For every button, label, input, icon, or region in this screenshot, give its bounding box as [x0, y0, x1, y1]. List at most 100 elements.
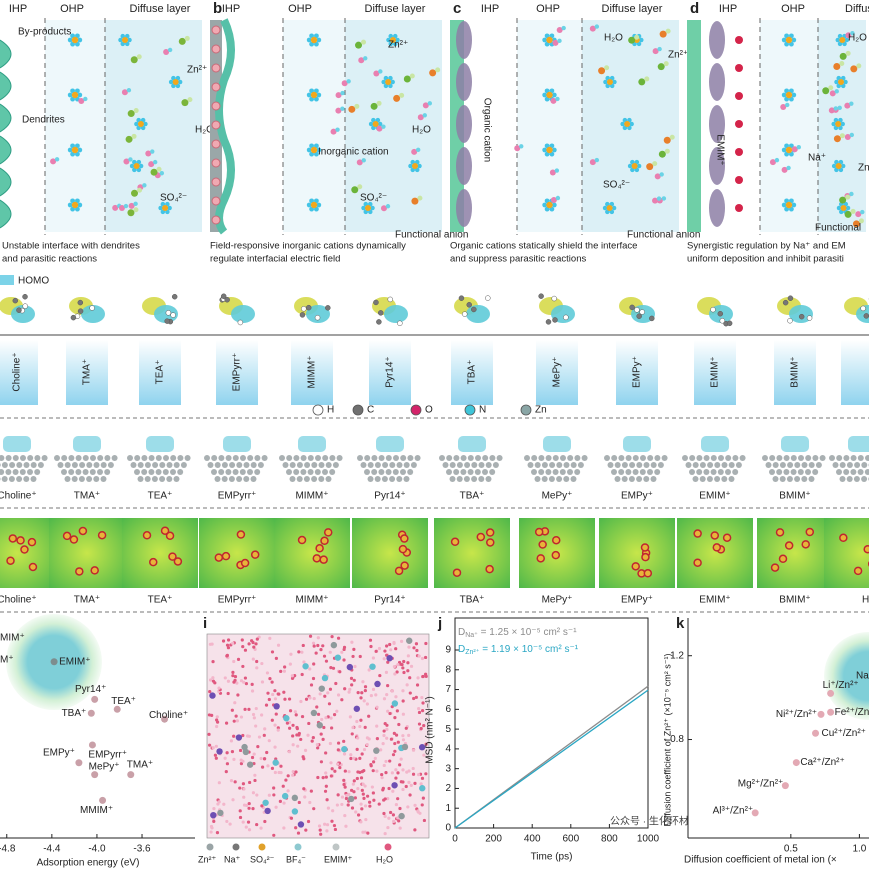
water-molecule — [401, 712, 405, 716]
zn-atom — [843, 455, 850, 461]
slab-label: MIMM⁺ — [295, 491, 328, 502]
water-petal — [306, 202, 312, 208]
water-molecule — [289, 816, 294, 820]
water-o — [550, 97, 557, 104]
water-h — [83, 96, 88, 102]
water-molecule — [409, 783, 413, 787]
annotation: Functional anion — [627, 230, 700, 241]
zn-atom — [75, 455, 82, 461]
zn-atom — [563, 462, 570, 468]
zn-atom — [68, 455, 75, 461]
water-molecule — [214, 744, 218, 748]
annotation: By-products — [18, 27, 71, 38]
water-molecule — [390, 689, 394, 693]
cation-label: TBA⁺ — [467, 360, 478, 385]
y-tick-label: 0.8 — [670, 734, 684, 745]
point-label: MMIM⁺ — [80, 805, 113, 816]
cation — [211, 196, 221, 206]
water-molecule — [279, 764, 283, 768]
water-petal — [542, 92, 548, 98]
water-molecule — [319, 648, 323, 652]
zn-atom — [307, 455, 314, 461]
zn-atom — [657, 462, 664, 468]
water-petal — [306, 37, 312, 43]
water-molecule — [232, 659, 236, 664]
water-molecule — [342, 645, 347, 650]
zn-atom — [787, 462, 794, 468]
cation-label: EMPyrr⁺ — [232, 353, 243, 392]
anion — [150, 168, 158, 176]
anion-tail — [856, 63, 862, 69]
water-molecule — [244, 825, 248, 829]
zn-atom — [545, 469, 552, 475]
water-molecule — [363, 685, 368, 689]
zn-atom — [808, 476, 815, 482]
atom — [164, 318, 170, 324]
water-h — [385, 204, 391, 209]
zn-atom — [93, 462, 100, 468]
water-o — [829, 90, 836, 97]
water-h — [774, 157, 780, 163]
adsorbate — [3, 436, 31, 452]
zn-atom — [846, 462, 853, 468]
water-h — [850, 31, 855, 36]
water-molecule — [284, 778, 288, 782]
water-molecule — [236, 657, 241, 662]
water-molecule — [300, 650, 304, 654]
anion — [839, 52, 847, 60]
charge-spot — [394, 566, 404, 576]
zn-atom — [699, 476, 706, 482]
water-molecule — [217, 800, 221, 804]
water-h — [837, 105, 842, 111]
water-o — [422, 102, 429, 109]
water-molecule — [391, 753, 396, 757]
water-molecule — [363, 725, 367, 729]
water-molecule — [208, 678, 213, 682]
atom — [12, 297, 19, 304]
water-molecule — [371, 656, 376, 660]
water-petal — [158, 205, 163, 211]
water-molecule — [396, 771, 400, 775]
cation — [211, 139, 221, 149]
atom — [787, 295, 794, 301]
water-molecule — [369, 644, 373, 649]
ion — [291, 794, 299, 802]
water-molecule — [230, 708, 234, 712]
water-molecule — [225, 819, 229, 824]
water-molecule — [322, 654, 327, 658]
zn-atom — [861, 476, 868, 482]
x-tick-label: -4.4 — [43, 844, 61, 855]
adsorbate — [458, 436, 486, 452]
water-petal — [551, 147, 557, 153]
water-molecule — [328, 687, 333, 691]
water-molecule — [276, 643, 281, 647]
zn-atom — [839, 476, 846, 482]
zn-atom — [772, 462, 779, 468]
water-molecule — [422, 723, 426, 728]
zn-atom — [12, 455, 19, 461]
zn-atom — [607, 462, 614, 468]
water-molecule — [342, 752, 347, 756]
water-molecule — [255, 822, 259, 827]
water-molecule — [255, 637, 259, 641]
water-molecule — [243, 676, 248, 680]
symbol: D — [458, 644, 465, 655]
anion-tail — [663, 61, 669, 67]
charge-spot — [485, 564, 494, 574]
water-molecule — [273, 689, 277, 693]
water-molecule — [273, 697, 278, 701]
water-petal — [316, 92, 322, 98]
y-tick-label: 2 — [445, 783, 451, 794]
map-label: Choline⁺ — [0, 595, 37, 606]
water-molecule — [382, 729, 386, 733]
dendrite — [0, 199, 12, 229]
na-ion — [735, 204, 743, 212]
data-point — [127, 771, 135, 779]
zn-atom — [556, 476, 563, 482]
zn-atom — [144, 462, 151, 468]
map-label: EMPy⁺ — [621, 595, 653, 606]
atom — [458, 295, 465, 301]
water-molecule — [251, 712, 256, 717]
water-molecule — [360, 807, 364, 811]
zn-atom — [93, 476, 100, 482]
